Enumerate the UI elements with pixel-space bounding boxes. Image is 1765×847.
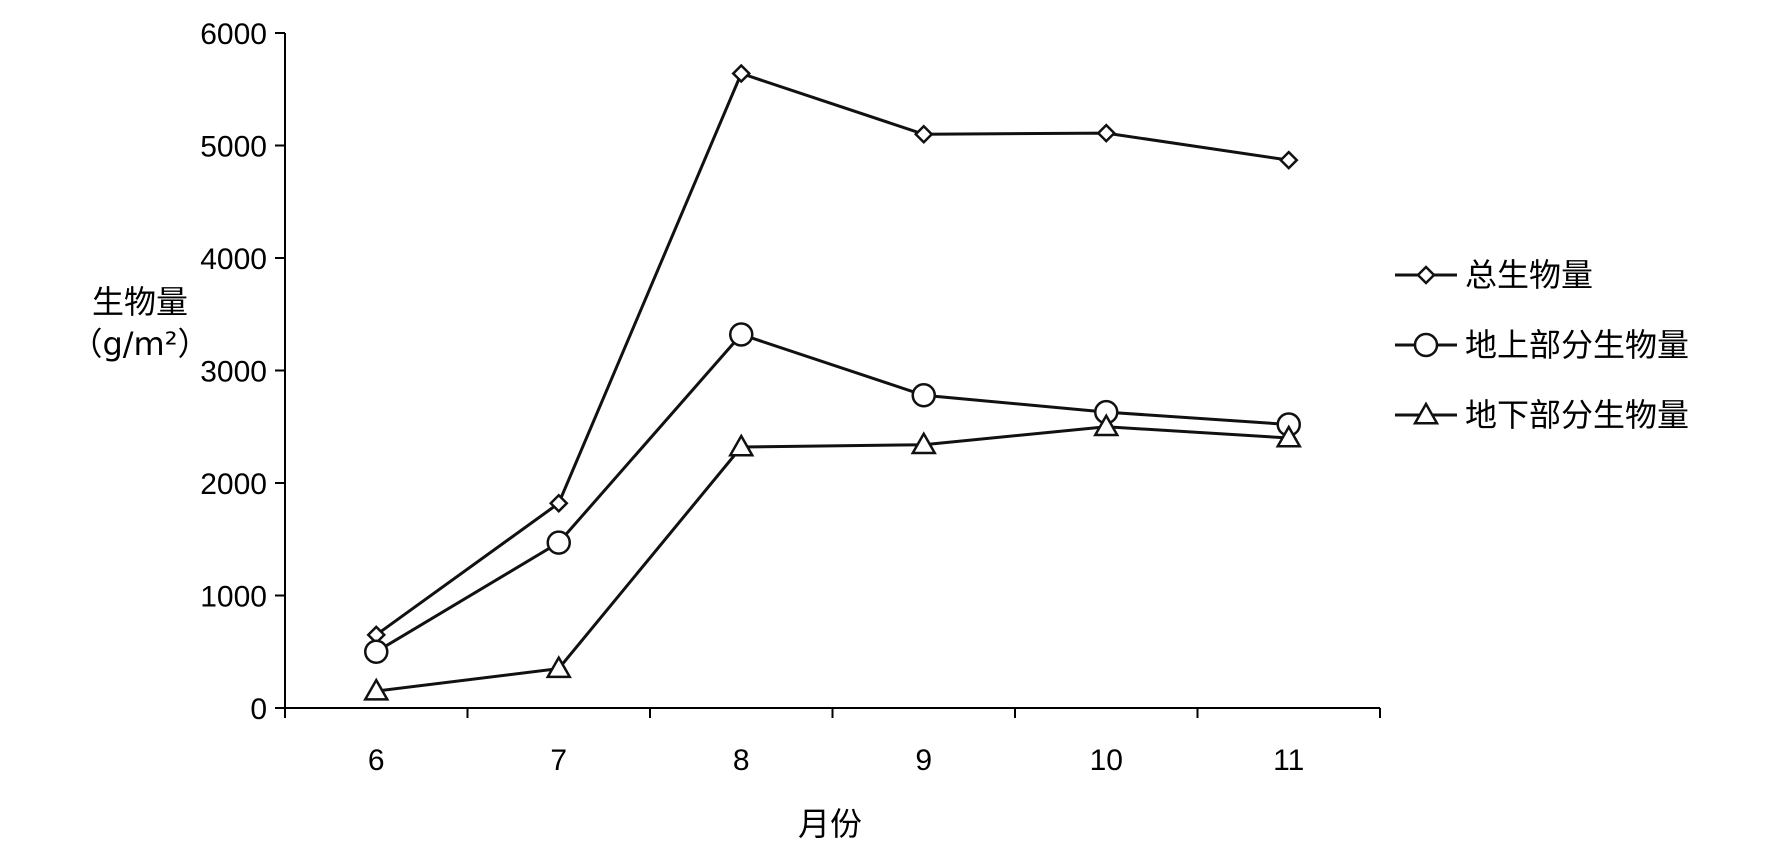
series-1 <box>366 63 1299 645</box>
data-point <box>913 124 934 145</box>
y-tick-label: 6000 <box>200 18 267 51</box>
y-tick-label: 1000 <box>200 581 267 614</box>
y-tick-label: 5000 <box>200 131 267 164</box>
legend-label: 总生物量 <box>1465 256 1593 294</box>
y-tick-label: 4000 <box>200 243 267 276</box>
y-axis-title-line2: （g/m²） <box>70 325 209 363</box>
x-tick-label: 6 <box>368 744 385 777</box>
series-3 <box>363 413 1302 701</box>
data-point <box>1275 424 1302 448</box>
y-tick-label: 0 <box>250 693 267 726</box>
data-point <box>546 530 571 555</box>
x-ticks: 6 7 8 9 10 11 <box>284 708 1381 777</box>
y-ticks: 0 1000 2000 3000 4000 5000 6000 <box>200 18 285 726</box>
data-point <box>911 383 936 408</box>
legend-item-3: 地下部分生物量 <box>1395 396 1689 434</box>
legend-marker <box>1412 401 1440 425</box>
data-point <box>1096 123 1117 143</box>
data-point <box>731 63 752 84</box>
data-point <box>728 433 755 457</box>
legend-marker <box>1416 265 1436 285</box>
data-point <box>548 493 569 514</box>
x-tick-label: 9 <box>915 744 932 777</box>
x-tick-label: 11 <box>1273 744 1304 777</box>
data-point <box>545 655 572 679</box>
y-tick-label: 3000 <box>200 356 267 389</box>
series-line <box>376 425 1289 693</box>
series-group <box>363 63 1302 701</box>
y-tick-label: 2000 <box>200 468 267 501</box>
data-point <box>1093 413 1120 437</box>
series-line <box>375 71 1289 637</box>
x-tick-label: 7 <box>550 744 567 777</box>
legend-item-2: 地上部分生物量 <box>1395 326 1689 364</box>
legend-marker <box>1413 332 1439 358</box>
data-point <box>1278 150 1299 170</box>
series-2 <box>364 322 1301 664</box>
x-tick-label: 10 <box>1090 744 1123 777</box>
legend-item-1: 总生物量 <box>1395 256 1593 294</box>
data-point <box>364 639 389 664</box>
data-point <box>729 322 754 347</box>
data-point <box>910 431 937 455</box>
legend-label: 地下部分生物量 <box>1465 396 1689 434</box>
series-line <box>375 332 1289 654</box>
legend-label: 地上部分生物量 <box>1465 326 1689 364</box>
data-point <box>363 677 390 701</box>
x-tick-label: 8 <box>733 744 750 777</box>
y-axis-title-line1: 生物量 <box>92 283 188 321</box>
x-axis-title: 月份 <box>798 805 862 843</box>
